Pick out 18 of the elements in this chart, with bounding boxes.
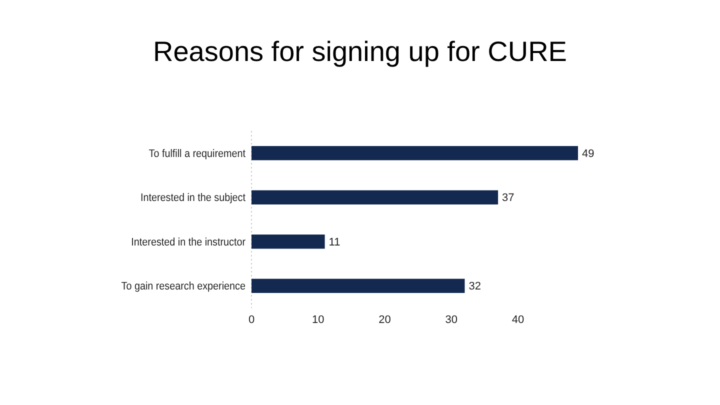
x-tick-label: 0 bbox=[248, 314, 255, 326]
y-tick-label: To fulfill a requirement bbox=[148, 148, 246, 160]
x-tick-label: 10 bbox=[312, 314, 324, 326]
y-tick-label: Interested in the subject bbox=[140, 192, 246, 204]
x-tick-label: 40 bbox=[512, 314, 524, 326]
bar bbox=[252, 146, 578, 160]
data-label: 11 bbox=[328, 236, 340, 248]
chart-title: Reasons for signing up for CURE bbox=[153, 36, 567, 67]
data-label: 32 bbox=[468, 280, 481, 293]
data-label: 49 bbox=[582, 148, 594, 160]
x-tick-label: 20 bbox=[378, 314, 391, 326]
bar bbox=[252, 234, 325, 249]
y-tick-label: Interested in the instructor bbox=[131, 237, 246, 249]
bar bbox=[252, 190, 498, 204]
data-label: 37 bbox=[502, 192, 514, 204]
y-tick-label: To gain research experience bbox=[121, 281, 246, 293]
bar bbox=[252, 278, 465, 293]
x-tick-label: 30 bbox=[445, 314, 458, 326]
